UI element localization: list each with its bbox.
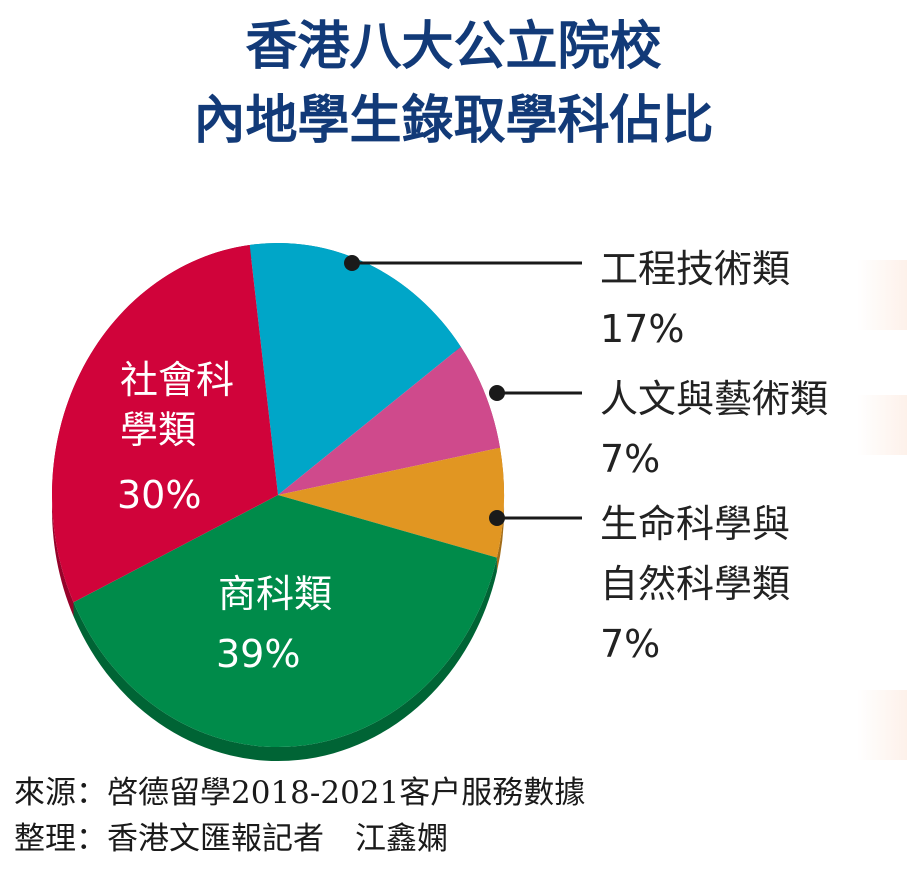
pie-slice-工程技術類 bbox=[249, 243, 461, 495]
label-humanities-line1: 人文與藝術類 bbox=[600, 377, 828, 421]
decorative-shade bbox=[857, 690, 907, 760]
label-business-pct: 39% bbox=[216, 632, 300, 676]
source-note: 來源：啓德留學2018-2021客户服務數據 bbox=[14, 775, 586, 811]
chart-title: 香港八大公立院校 內地學生錄取學科佔比 bbox=[0, 10, 907, 158]
label-science-pct: 7% bbox=[600, 622, 660, 666]
label-science-line2: 自然科學類 bbox=[600, 562, 790, 606]
pie-slice-商科類 bbox=[73, 495, 497, 747]
label-social-line1: 社會科 bbox=[120, 358, 234, 402]
leader-engineering bbox=[344, 255, 582, 271]
label-social-line2: 學類 bbox=[120, 408, 196, 452]
leader-dot bbox=[344, 255, 360, 271]
compiled-note: 整理：香港文匯報記者 江鑫嫻 bbox=[14, 821, 448, 857]
pie-slices bbox=[51, 243, 504, 747]
label-business-line1: 商科類 bbox=[218, 572, 332, 616]
decorative-shade bbox=[857, 395, 907, 455]
leader-dot bbox=[489, 510, 505, 526]
leader-dot bbox=[489, 385, 505, 401]
decorative-shade bbox=[857, 260, 907, 330]
pie-depth-生命科學與自然科學類 bbox=[496, 447, 504, 572]
label-engineering-pct: 17% bbox=[600, 307, 684, 351]
leader-science bbox=[489, 510, 582, 526]
title-line-1: 香港八大公立院校 bbox=[245, 16, 662, 77]
label-humanities-pct: 7% bbox=[600, 437, 660, 481]
pie-slice-生命科學與自然科學類 bbox=[278, 447, 504, 558]
label-social-pct: 30% bbox=[117, 473, 201, 517]
pie-slice-社會科學類 bbox=[51, 244, 279, 603]
pie-slice-人文與藝術類 bbox=[278, 346, 500, 495]
footer: 來源：啓德留學2018-2021客户服務數據 整理：香港文匯報記者 江鑫嫻 bbox=[14, 770, 585, 862]
label-engineering-line1: 工程技術類 bbox=[600, 247, 790, 291]
title-line-2: 內地學生錄取學科佔比 bbox=[193, 90, 714, 151]
leader-humanities bbox=[489, 385, 582, 401]
label-science-line1: 生命科學與 bbox=[600, 502, 790, 546]
